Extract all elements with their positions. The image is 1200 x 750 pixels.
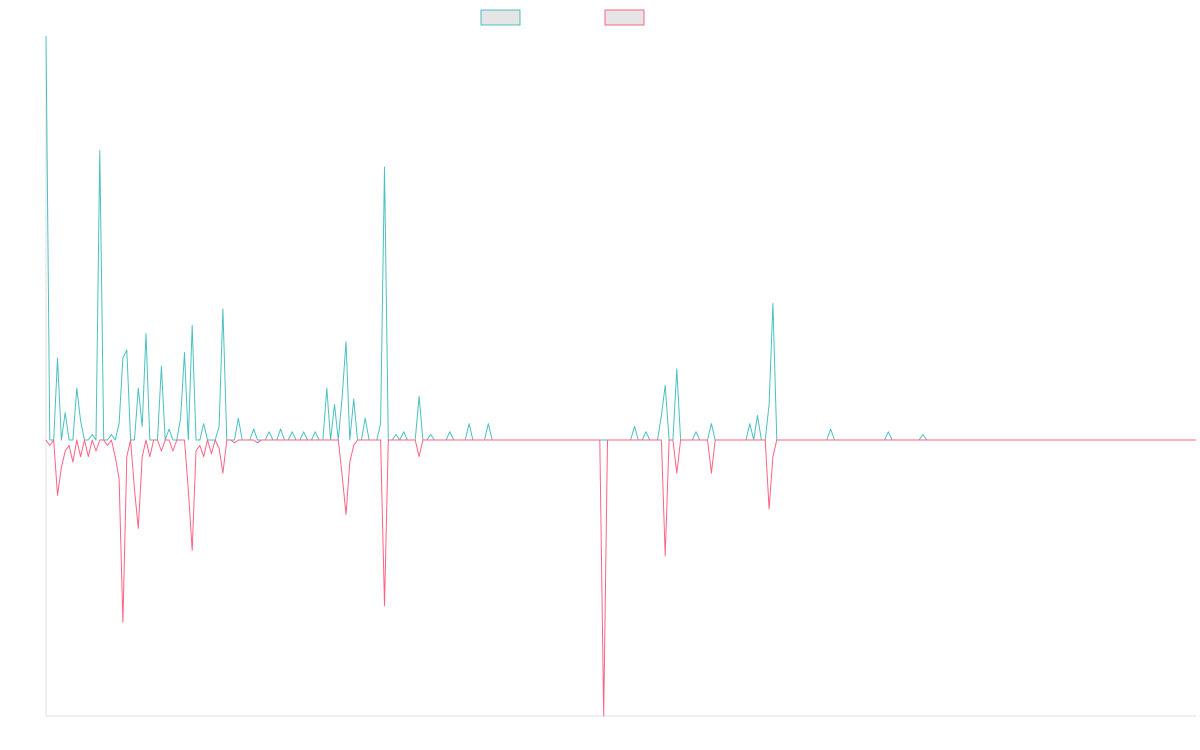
series-layer (45, 35, 1196, 717)
legend[interactable] (480, 9, 645, 26)
legend-swatch-1[interactable] (480, 9, 521, 26)
series-line-2 (45, 439, 1196, 717)
series-line-1 (45, 35, 1196, 441)
axes (45, 36, 1196, 717)
legend-swatch-2[interactable] (604, 9, 645, 26)
